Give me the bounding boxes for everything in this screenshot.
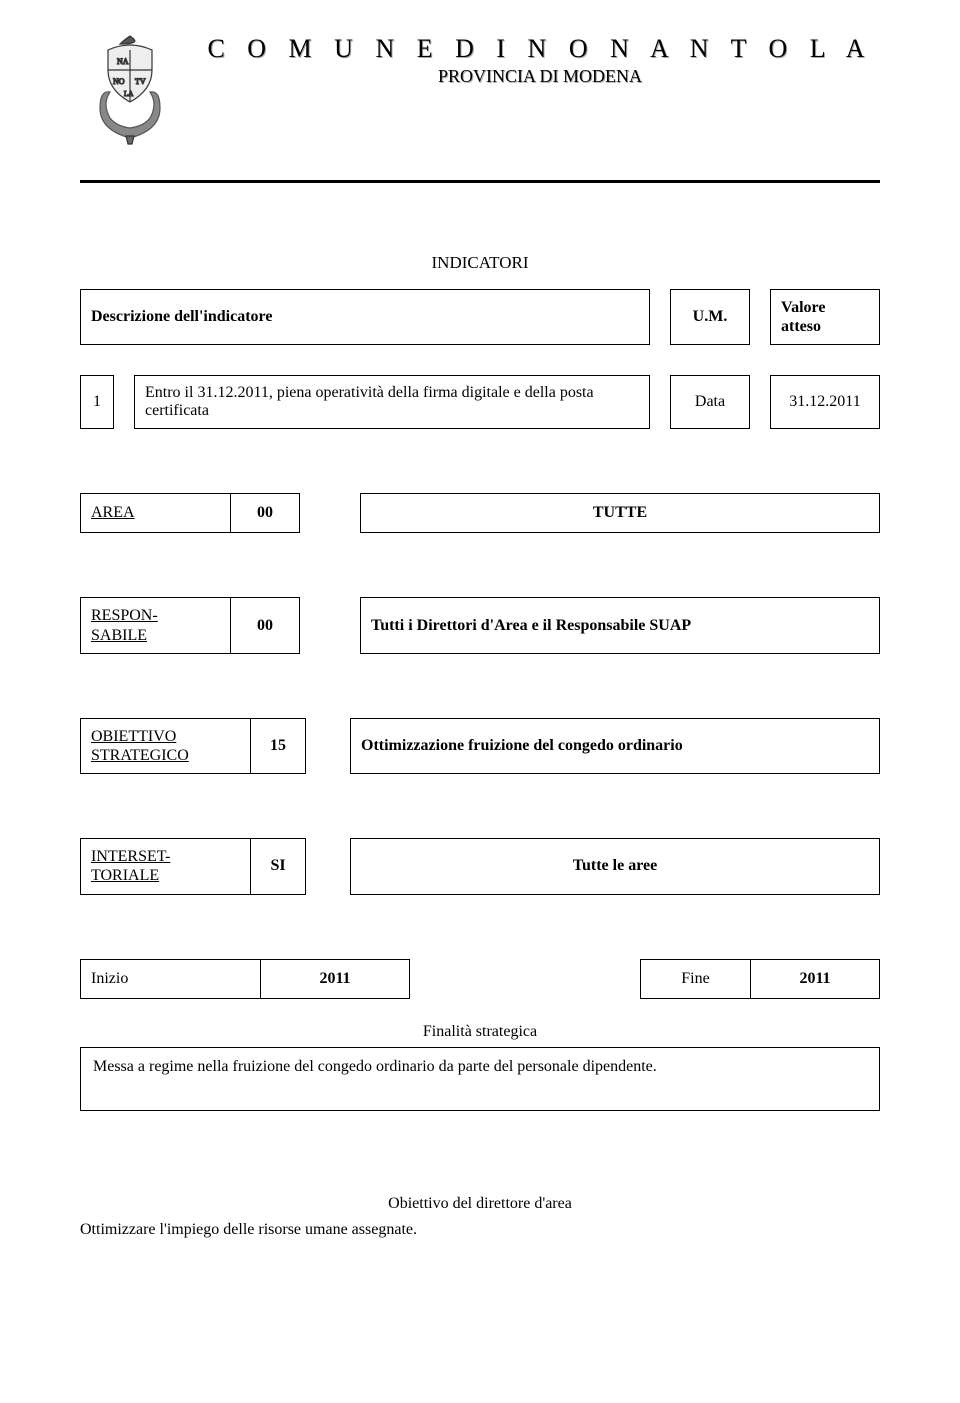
svg-text:LA: LA [124, 90, 133, 98]
row-num: 1 [80, 375, 114, 429]
title-sub: PROVINCIA DI MODENA [200, 66, 880, 87]
interset-label: INTERSET- TORIALE [80, 838, 250, 894]
val-header-l1: Valore [781, 298, 825, 317]
obiettivo-label-l1: OBIETTIVO [91, 727, 240, 746]
svg-text:TV: TV [135, 77, 146, 86]
interset-label-l2: TORIALE [91, 866, 240, 885]
row-val: 31.12.2011 [770, 375, 880, 429]
responsabile-label-l1: RESPON- [91, 606, 220, 625]
responsabile-text: Tutti i Direttori d'Area e il Responsabi… [360, 597, 880, 653]
obiettivo-label-l2: STRATEGICO [91, 746, 240, 765]
area-label: AREA [80, 493, 230, 533]
responsabile-label-l2: SABILE [91, 626, 220, 645]
indicatori-header-row: Descrizione dell'indicatore U.M. Valore … [80, 289, 880, 345]
responsabile-row: RESPON- SABILE 00 Tutti i Direttori d'Ar… [80, 597, 880, 653]
finalita-box: Messa a regime nella fruizione del conge… [80, 1047, 880, 1111]
row-um: Data [670, 375, 750, 429]
crest-icon: NA NO TV LA [80, 30, 180, 150]
inizio-val: 2011 [260, 959, 410, 999]
title-main: C O M U N E D I N O N A N T O L A [200, 34, 880, 64]
inizio-label: Inizio [80, 959, 260, 999]
area-row: AREA 00 TUTTE [80, 493, 880, 533]
periodo-row: Inizio 2011 Fine 2011 [80, 959, 880, 999]
indicatori-heading: INDICATORI [80, 253, 880, 273]
document-header: NA NO TV LA C O M U N E D I N O N A N T … [80, 30, 880, 150]
header-divider [80, 180, 880, 183]
responsabile-code: 00 [230, 597, 300, 653]
val-header: Valore atteso [770, 289, 880, 345]
interset-label-l1: INTERSET- [91, 847, 240, 866]
obiettivo-dir-heading: Obiettivo del direttore d'area [80, 1195, 880, 1213]
val-header-l2: atteso [781, 317, 821, 336]
obiettivo-code: 15 [250, 718, 306, 774]
finalita-heading: Finalità strategica [80, 1023, 880, 1041]
row-desc: Entro il 31.12.2011, piena operatività d… [134, 375, 650, 429]
obiettivo-row: OBIETTIVO STRATEGICO 15 Ottimizzazione f… [80, 718, 880, 774]
svg-text:NO: NO [113, 77, 125, 86]
obiettivo-label: OBIETTIVO STRATEGICO [80, 718, 250, 774]
area-code: 00 [230, 493, 300, 533]
desc-header: Descrizione dell'indicatore [80, 289, 650, 345]
um-header: U.M. [670, 289, 750, 345]
fine-val: 2011 [750, 959, 880, 999]
responsabile-label: RESPON- SABILE [80, 597, 230, 653]
interset-code: SI [250, 838, 306, 894]
header-titles: C O M U N E D I N O N A N T O L A PROVIN… [200, 30, 880, 87]
area-text: TUTTE [360, 493, 880, 533]
indicatori-data-row: 1 Entro il 31.12.2011, piena operatività… [80, 375, 880, 429]
obiettivo-text: Ottimizzazione fruizione del congedo ord… [350, 718, 880, 774]
fine-label: Fine [640, 959, 750, 999]
svg-text:NA: NA [117, 57, 129, 66]
obiettivo-dir-text: Ottimizzare l'impiego delle risorse uman… [80, 1221, 880, 1239]
interset-row: INTERSET- TORIALE SI Tutte le aree [80, 838, 880, 894]
interset-text: Tutte le aree [350, 838, 880, 894]
